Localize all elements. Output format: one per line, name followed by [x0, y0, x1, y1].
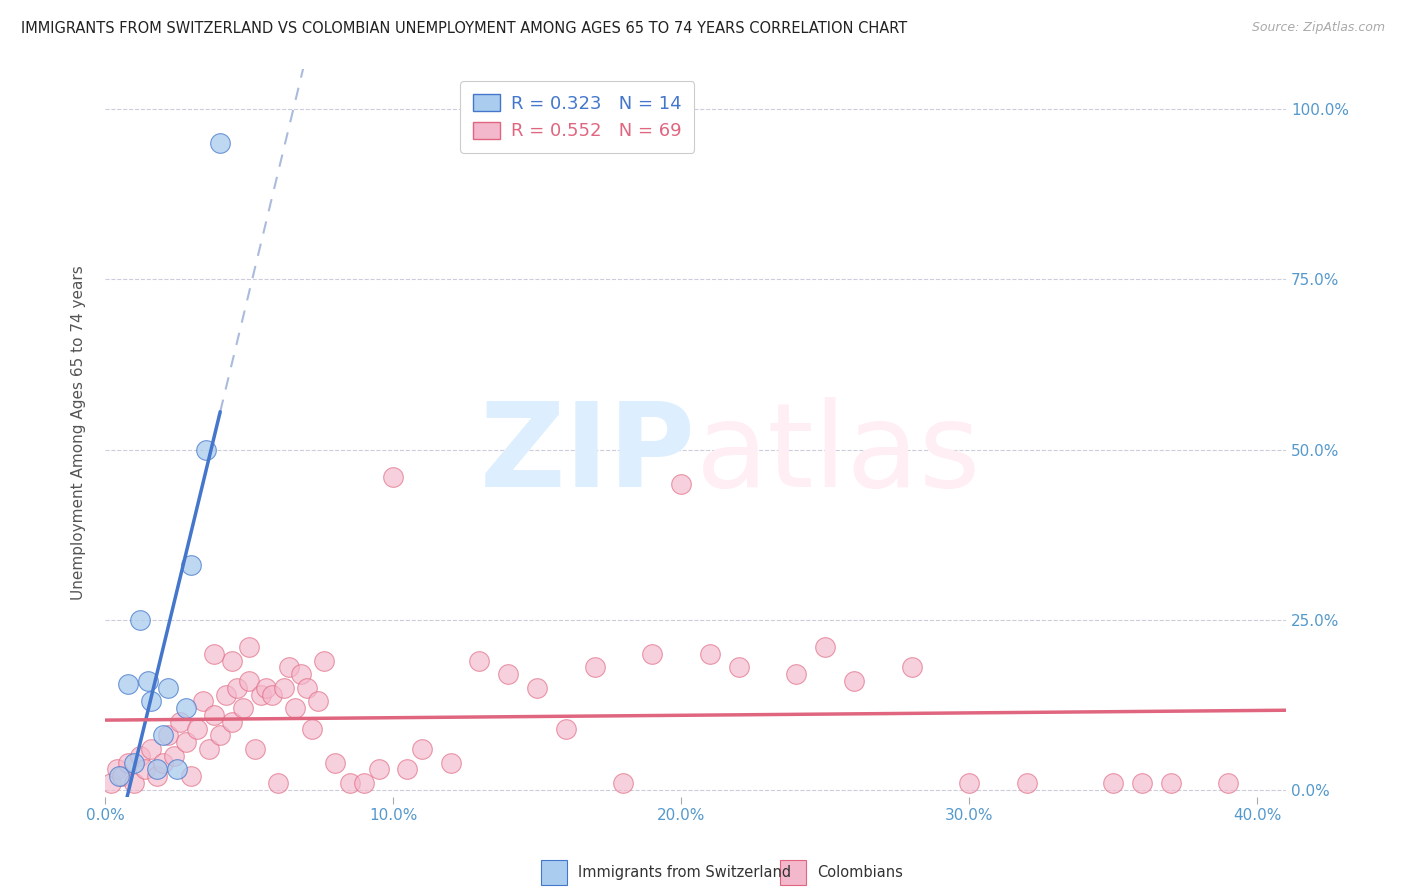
Y-axis label: Unemployment Among Ages 65 to 74 years: Unemployment Among Ages 65 to 74 years: [72, 265, 86, 600]
Point: [249, 688, 271, 702]
Point: [136, 673, 159, 688]
Point: [139, 694, 162, 708]
Point: [260, 688, 283, 702]
Point: [273, 681, 295, 695]
Point: [105, 763, 128, 777]
Point: [254, 681, 277, 695]
Point: [166, 763, 188, 777]
Point: [440, 756, 463, 770]
Point: [100, 776, 122, 790]
Point: [301, 722, 323, 736]
Point: [209, 136, 232, 151]
Text: Immigrants from Switzerland: Immigrants from Switzerland: [578, 865, 792, 880]
Point: [496, 667, 519, 681]
Point: [238, 640, 260, 654]
Point: [727, 660, 749, 674]
Point: [122, 776, 145, 790]
Point: [215, 688, 238, 702]
Point: [367, 763, 389, 777]
Point: [842, 673, 865, 688]
Point: [226, 681, 249, 695]
Point: [204, 708, 226, 723]
Point: [1160, 776, 1182, 790]
Point: [669, 476, 692, 491]
Text: Source: ZipAtlas.com: Source: ZipAtlas.com: [1251, 21, 1385, 34]
Point: [204, 647, 226, 661]
Point: [243, 742, 266, 756]
Point: [191, 694, 214, 708]
Point: [146, 769, 169, 783]
Point: [221, 714, 243, 729]
Point: [468, 654, 491, 668]
Point: [221, 654, 243, 668]
Point: [111, 769, 134, 783]
Text: IMMIGRANTS FROM SWITZERLAND VS COLOMBIAN UNEMPLOYMENT AMONG AGES 65 TO 74 YEARS : IMMIGRANTS FROM SWITZERLAND VS COLOMBIAN…: [21, 21, 907, 36]
Point: [583, 660, 606, 674]
Point: [353, 776, 375, 790]
Point: [284, 701, 307, 715]
Point: [152, 728, 174, 742]
Point: [1130, 776, 1153, 790]
Point: [117, 677, 139, 691]
Point: [785, 667, 807, 681]
Point: [814, 640, 837, 654]
Point: [526, 681, 548, 695]
Point: [554, 722, 576, 736]
Point: [122, 756, 145, 770]
Point: [1102, 776, 1125, 790]
Point: [174, 735, 197, 749]
Point: [128, 748, 150, 763]
Point: [396, 763, 419, 777]
Point: [957, 776, 980, 790]
Point: [1015, 776, 1038, 790]
Point: [238, 673, 260, 688]
Point: [117, 756, 139, 770]
Point: [612, 776, 634, 790]
Point: [209, 728, 232, 742]
Point: [278, 660, 301, 674]
Point: [197, 742, 219, 756]
Text: atlas: atlas: [696, 397, 981, 512]
Point: [290, 667, 312, 681]
Text: Colombians: Colombians: [817, 865, 903, 880]
Text: ZIP: ZIP: [479, 397, 696, 512]
Point: [411, 742, 433, 756]
Point: [180, 769, 202, 783]
Point: [295, 681, 318, 695]
Point: [174, 701, 197, 715]
Point: [163, 748, 186, 763]
Point: [641, 647, 664, 661]
Point: [900, 660, 922, 674]
Point: [146, 763, 169, 777]
Legend: R = 0.323   N = 14, R = 0.552   N = 69: R = 0.323 N = 14, R = 0.552 N = 69: [461, 81, 695, 153]
Point: [157, 681, 180, 695]
Point: [128, 613, 150, 627]
Point: [169, 714, 191, 729]
Point: [186, 722, 208, 736]
Point: [134, 763, 156, 777]
Point: [312, 654, 335, 668]
Point: [139, 742, 162, 756]
Point: [325, 756, 347, 770]
Point: [307, 694, 329, 708]
Point: [157, 728, 180, 742]
Point: [232, 701, 254, 715]
Point: [152, 756, 174, 770]
Point: [194, 442, 217, 457]
Point: [699, 647, 721, 661]
Point: [180, 558, 202, 573]
Point: [108, 769, 131, 783]
Point: [339, 776, 361, 790]
Point: [267, 776, 290, 790]
Point: [1218, 776, 1240, 790]
Point: [382, 470, 405, 484]
